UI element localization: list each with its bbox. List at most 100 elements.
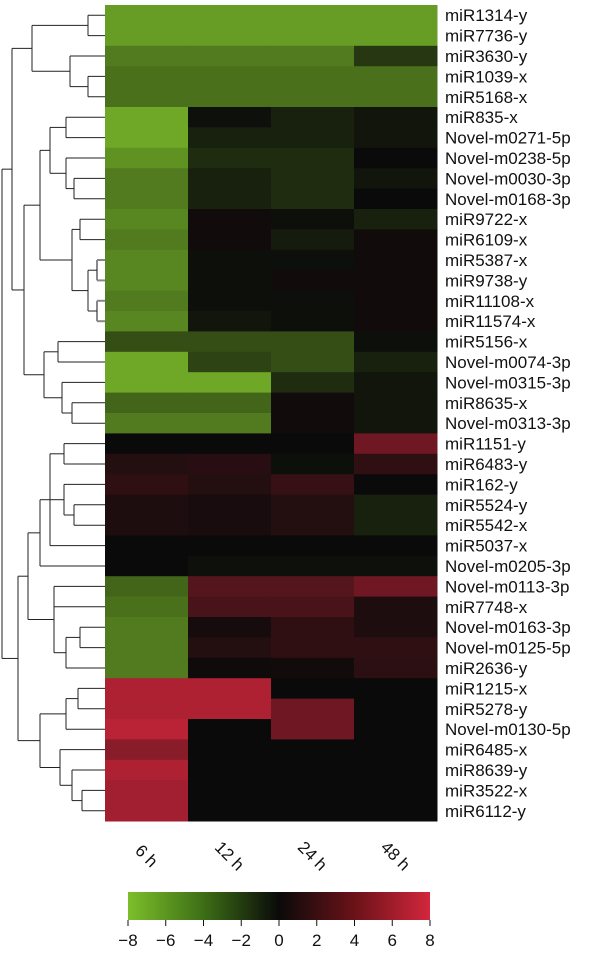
heatmap-cell xyxy=(354,637,438,659)
heatmap-cell xyxy=(271,45,355,67)
heatmap-cell xyxy=(354,739,438,761)
heatmap-cell xyxy=(105,66,189,88)
row-label: miR6112-y xyxy=(445,802,526,821)
heatmap-cell xyxy=(188,229,272,251)
heatmap-cell xyxy=(271,739,355,761)
heatmap-cell xyxy=(271,800,355,822)
heatmap-cell xyxy=(271,168,355,190)
heatmap-cell xyxy=(105,800,189,822)
heatmap-cell xyxy=(105,698,189,720)
heatmap-cell xyxy=(354,780,438,802)
heatmap-cell xyxy=(354,107,438,128)
heatmap-cell xyxy=(105,290,189,312)
heatmap-cell xyxy=(354,719,438,740)
heatmap-cell xyxy=(271,453,355,475)
heatmap-cell xyxy=(271,515,355,536)
heatmap-cell xyxy=(188,107,272,128)
heatmap-cell xyxy=(188,780,272,802)
heatmap-cell xyxy=(354,168,438,190)
heatmap-cell xyxy=(105,168,189,190)
heatmap-cell xyxy=(354,188,438,210)
heatmap-cell xyxy=(354,494,438,516)
heatmap-cell xyxy=(105,617,189,638)
heatmap-cell xyxy=(188,719,272,740)
heatmap-cell xyxy=(354,66,438,88)
row-label: Novel-m0271-5p xyxy=(445,129,571,148)
heatmap-cell xyxy=(271,657,355,679)
heatmap-cell xyxy=(188,535,272,557)
heatmap-cell xyxy=(105,474,189,496)
heatmap-cell xyxy=(188,188,272,210)
colorbar-tick-label: −6 xyxy=(156,931,175,950)
heatmap-cell xyxy=(188,290,272,312)
colorbar-tick-label: 6 xyxy=(388,931,397,950)
heatmap-cell xyxy=(354,800,438,822)
heatmap-cell xyxy=(354,678,438,700)
row-label: miR7736-y xyxy=(445,27,528,46)
heatmap-cell xyxy=(188,453,272,475)
heatmap-cell xyxy=(188,25,272,47)
row-label: miR11108-x xyxy=(445,292,535,311)
heatmap-cell xyxy=(271,351,355,373)
heatmap-cell xyxy=(354,229,438,251)
heatmap-cell xyxy=(188,209,272,230)
row-label: Novel-m0130-5p xyxy=(445,720,571,739)
heatmap-cell xyxy=(271,249,355,271)
heatmap-cell xyxy=(105,596,189,618)
colorbar-tick-label: −2 xyxy=(232,931,251,950)
heatmap-cell xyxy=(354,147,438,169)
row-label: miR7748-x xyxy=(445,598,528,617)
heatmap-cell xyxy=(271,209,355,230)
heatmap-cell xyxy=(354,45,438,67)
heatmap-cell xyxy=(105,555,189,577)
heatmap-cell xyxy=(188,168,272,190)
heatmap-cell xyxy=(188,127,272,149)
heatmap-cell xyxy=(271,270,355,292)
heatmap-cell xyxy=(354,515,438,536)
column-labels: 6 h 12 h 24 h 48 h xyxy=(131,838,413,875)
heatmap-cell xyxy=(271,535,355,557)
heatmap-cell xyxy=(188,739,272,761)
row-label: miR5156-x xyxy=(445,333,528,352)
heatmap-cell xyxy=(271,25,355,47)
heatmap-cell xyxy=(188,249,272,271)
heatmap-cell xyxy=(188,698,272,720)
row-label: miR5037-x xyxy=(445,537,528,556)
row-label: miR2636-y xyxy=(445,659,528,678)
heatmap-cell xyxy=(354,25,438,47)
heatmap-cell xyxy=(188,637,272,659)
heatmap-cell xyxy=(188,759,272,781)
heatmap-cell xyxy=(271,229,355,251)
heatmap-cell xyxy=(105,331,189,353)
row-label: Novel-m0238-5p xyxy=(445,149,571,168)
heatmap-cell xyxy=(271,331,355,353)
row-label: Novel-m0315-3p xyxy=(445,373,571,392)
row-label: miR1215-x xyxy=(445,679,528,698)
heatmap-cell xyxy=(105,249,189,271)
heatmap-cell xyxy=(105,372,189,394)
heatmap-cell xyxy=(271,617,355,638)
heatmap-cell xyxy=(354,433,438,455)
heatmap-cell xyxy=(271,66,355,88)
heatmap-cell xyxy=(105,5,189,26)
row-label: miR5524-y xyxy=(445,496,528,515)
heatmap-cell xyxy=(354,5,438,26)
heatmap-cell xyxy=(354,372,438,394)
colorbar-tick-label: 4 xyxy=(350,931,359,950)
heatmap-cell xyxy=(354,127,438,149)
heatmap-cell xyxy=(354,698,438,720)
row-label: miR3630-y xyxy=(445,47,528,66)
heatmap-cell xyxy=(105,780,189,802)
heatmap-cell xyxy=(188,800,272,822)
heatmap-cell xyxy=(188,678,272,700)
row-label: Novel-m0113-3p xyxy=(445,577,569,596)
heatmap-cell xyxy=(105,759,189,781)
heatmap-cell xyxy=(354,86,438,108)
heatmap-cell xyxy=(354,657,438,679)
heatmap-cell xyxy=(105,351,189,373)
row-label: miR6109-x xyxy=(445,231,528,250)
heatmap-cell xyxy=(188,576,272,598)
heatmap-cell xyxy=(105,188,189,210)
heatmap-cell xyxy=(105,678,189,700)
heatmap-cell xyxy=(105,637,189,659)
